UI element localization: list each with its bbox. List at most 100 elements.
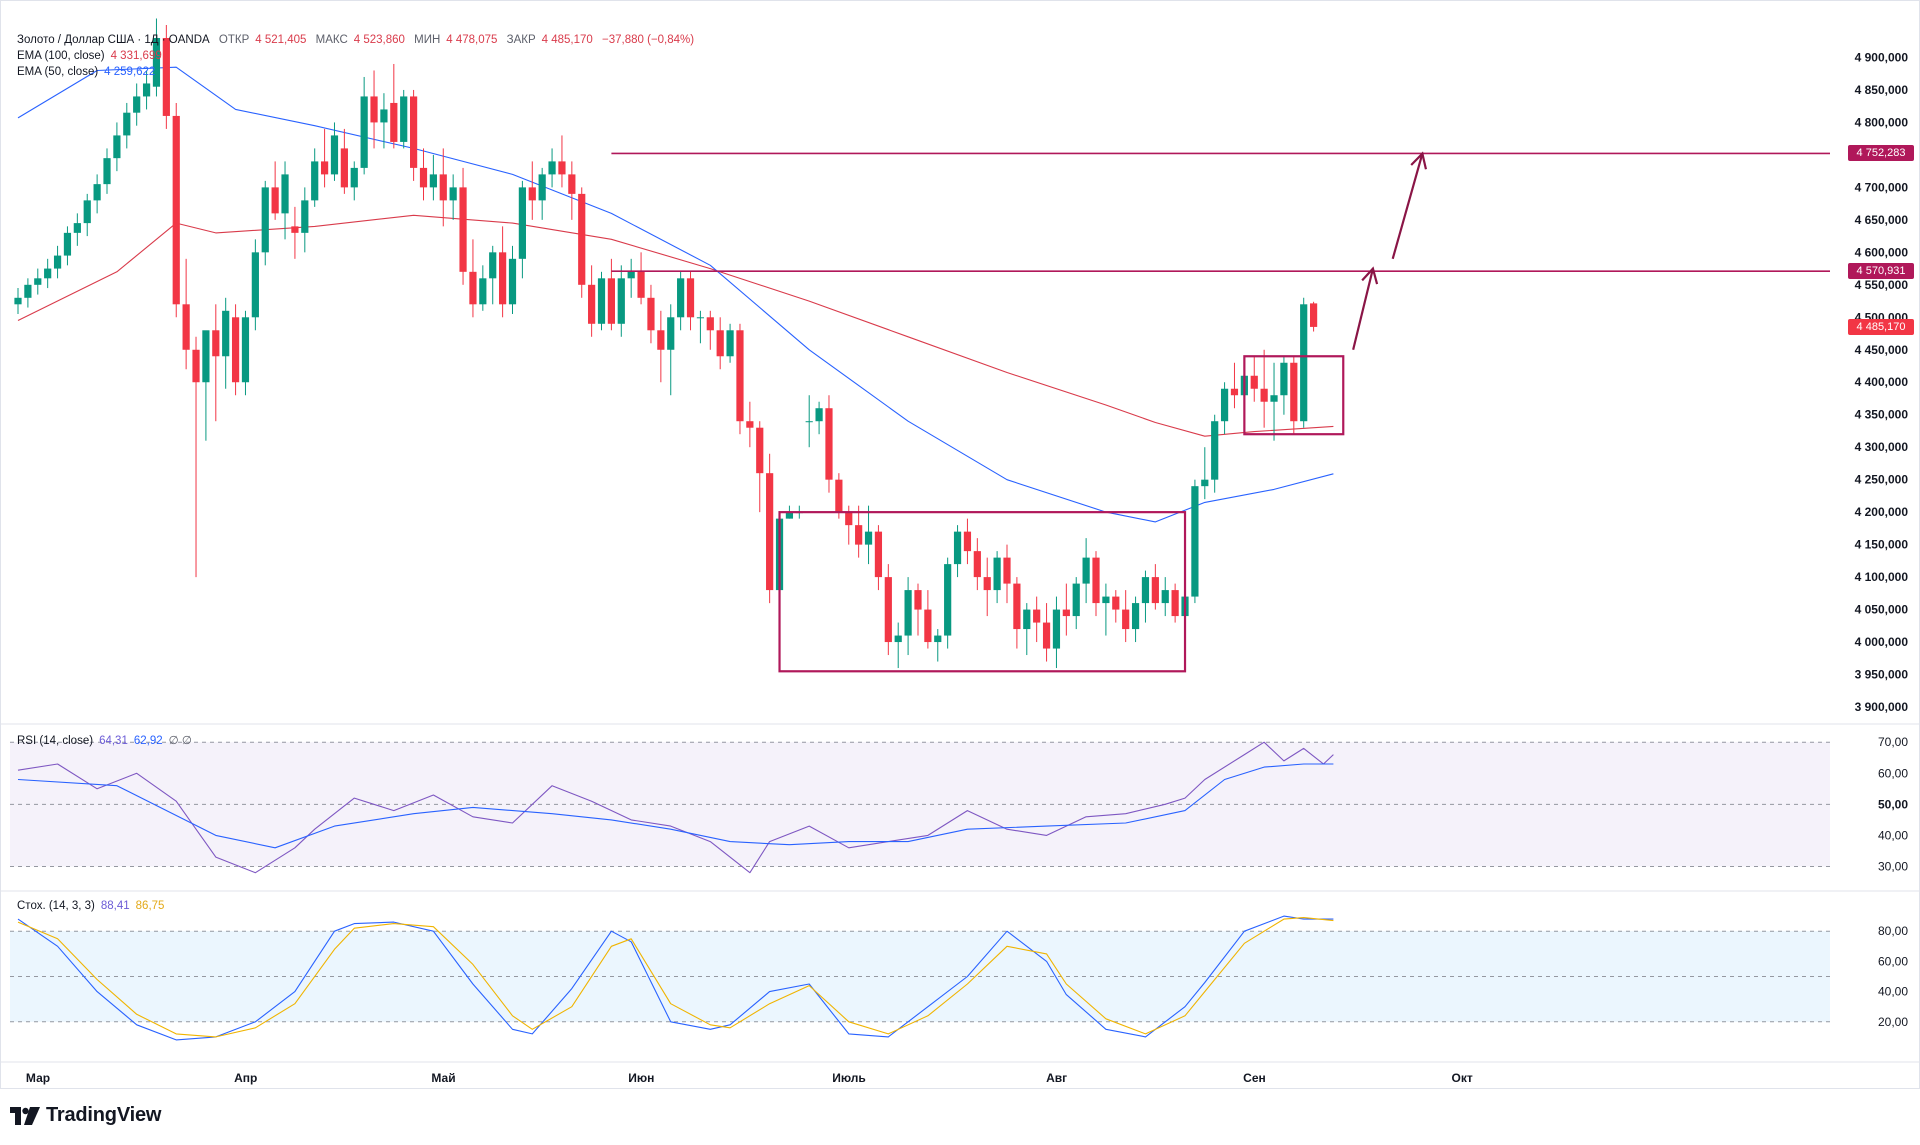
candle [1260,349,1268,428]
candle [914,583,922,636]
candle-body [1270,395,1278,402]
candle [1151,564,1159,610]
candle [311,148,319,207]
candle [222,297,230,389]
candle [251,239,259,331]
tradingview-logo[interactable]: TradingView [10,1104,161,1127]
candle [1309,301,1318,332]
candle [1102,583,1110,636]
price-axis-tick: 4 350,000 [1855,408,1909,422]
candle [192,336,200,578]
candle [182,258,190,370]
candle [499,226,507,318]
candle [1250,356,1258,402]
candle [756,421,764,513]
stoch-axis-tick: 60,00 [1878,954,1908,968]
stoch-legend[interactable]: Стох. (14, 3, 3) 88,41 86,75 [17,900,170,912]
candle [1013,577,1021,649]
stoch-label: Стох. (14, 3, 3) [17,900,95,912]
candle-body [1230,388,1239,396]
candle [1092,551,1100,617]
candle-body [864,531,873,545]
candle-body [657,330,665,350]
price-axis-tick: 4 850,000 [1855,83,1909,97]
candle-body [34,278,42,285]
candle [469,239,477,318]
price-axis-tick: 4 600,000 [1855,245,1909,259]
time-axis-tick: Июль [832,1071,866,1085]
rsi-axis-tick: 70,00 [1878,735,1908,749]
ema50-legend[interactable]: EMA (50, close) 4 259,622 [17,66,161,78]
time-axis-tick: Апр [234,1071,257,1085]
symbol-legend: Золото / Доллар США · 1Д · OANDA ОТКР 4 5… [17,34,700,46]
candle [231,304,240,396]
price-axis-tick: 3 900,000 [1855,700,1909,714]
candle [93,174,101,214]
candle-body [340,148,348,188]
candle-body [142,83,151,97]
candle [162,25,170,129]
candle [983,557,991,617]
candle-body [53,255,62,269]
candle [53,245,62,279]
candle-body [301,200,309,233]
candle-body [419,167,428,188]
candle [1062,583,1070,636]
candle-body [825,408,833,480]
ema100-legend[interactable]: EMA (100, close) 4 331,699 [17,50,168,62]
candle-body [123,112,131,136]
candle-body [677,278,685,318]
candle-body [1042,622,1051,649]
candle-body [489,252,497,279]
high-value: 4 523,860 [353,34,405,46]
candle [963,518,972,565]
rsi-axis-tick: 40,00 [1878,828,1908,842]
forecast-arrow-line [1391,153,1424,260]
candle [934,629,942,662]
tradingview-logo-icon [10,1106,40,1125]
candle-body [44,268,52,279]
ema50-value: 4 259,622 [104,66,156,78]
candle-body [924,609,932,643]
candle [410,89,418,181]
candle [419,148,428,201]
candle-body [370,96,378,123]
candle [805,395,813,448]
ema50-line [17,66,1334,523]
price-axis-tick: 4 550,000 [1855,278,1909,292]
candle [864,505,873,565]
candle [677,271,685,331]
candle [696,310,705,344]
rsi-band-fill [10,742,1830,867]
candle [874,525,883,591]
candle [83,193,91,237]
candle-body [459,187,467,272]
candle-body [410,96,418,168]
rsi-legend[interactable]: RSI (14, close) 64,31 62,92 ∅ ∅ [17,733,198,747]
candle-body [400,96,408,142]
candle [1023,603,1031,656]
candle-body [944,564,952,636]
candle-body [172,115,180,305]
candle-body [973,551,981,578]
candle [34,268,42,295]
time-axis-tick: Окт [1452,1071,1473,1085]
candle-body [1062,609,1070,617]
candle-body [1052,609,1061,649]
candle [24,278,32,308]
candle-body [162,37,170,116]
candle [637,252,645,305]
forecast-arrow-head [1361,266,1379,285]
stoch-axis-tick: 20,00 [1878,1015,1908,1029]
candle-body [736,330,744,422]
candle-body [271,187,279,214]
candle-body [222,310,230,357]
candle [1211,414,1219,493]
candle-body [202,330,210,383]
candle [1052,596,1061,669]
candle-body [558,161,566,175]
price-axis-tick: 4 900,000 [1855,50,1909,64]
price-axis-tick: 4 450,000 [1855,343,1909,357]
price-axis-tick: 4 650,000 [1855,213,1909,227]
